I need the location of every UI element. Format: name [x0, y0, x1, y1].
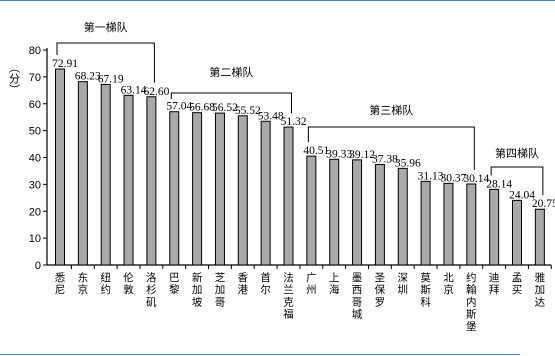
category-label: 巴黎 [169, 272, 180, 296]
bar [534, 208, 545, 266]
value-label: 40.51 [303, 145, 329, 157]
category-label: 新加坡 [192, 271, 203, 308]
value-label: 37.38 [372, 154, 398, 166]
y-tick-label: 30 [29, 179, 41, 191]
bar [283, 126, 294, 266]
value-label: 35.96 [395, 157, 421, 169]
category-label: 首尔 [260, 271, 271, 296]
bar [100, 83, 111, 266]
category-label: 纽约 [100, 271, 111, 296]
category-label: 雅加达 [535, 271, 546, 308]
value-label: 55.52 [235, 105, 261, 117]
category-label: 北京 [443, 272, 454, 296]
category-label: 上海 [329, 272, 340, 296]
bar [352, 159, 363, 266]
value-label: 67.19 [98, 73, 124, 85]
bar [466, 183, 477, 266]
category-label: 孟买 [512, 272, 523, 296]
category-label: 东京 [78, 271, 89, 296]
tier-bracket [56, 42, 155, 83]
tier-bracket [170, 92, 292, 114]
value-label: 57.04 [166, 101, 192, 113]
bar [443, 182, 454, 266]
category-label: 伦敦 [123, 271, 134, 296]
category-label: 法兰克福 [283, 271, 294, 321]
y-tick-label: 50 [29, 126, 41, 138]
value-label: 20.75 [532, 198, 555, 210]
category-label: 墨西哥城 [352, 272, 363, 321]
y-tick-label: 20 [29, 206, 41, 218]
tier-label: 第四梯队 [495, 146, 539, 160]
value-label: 24.04 [509, 189, 535, 201]
y-tick-label: 0 [35, 260, 41, 272]
category-label: 深圳 [398, 272, 409, 296]
bar [329, 158, 340, 266]
value-label: 62.60 [143, 86, 169, 98]
tier-label: 第三梯队 [369, 103, 413, 117]
tier-label: 第一梯队 [84, 20, 128, 34]
value-label: 39.33 [326, 148, 352, 160]
bar [306, 155, 317, 266]
tier-bracket [307, 126, 475, 170]
category-label: 香港 [238, 272, 249, 296]
tier-label: 第二梯队 [209, 65, 253, 79]
bar [397, 167, 408, 266]
y-tick-label: 10 [29, 233, 41, 245]
category-label: 迪拜 [489, 272, 500, 296]
y-tick-label: 60 [29, 99, 41, 111]
value-label: 39.12 [349, 149, 375, 161]
tier-bracket [490, 166, 544, 196]
bars [55, 68, 545, 266]
value-label: 53.48 [258, 110, 284, 122]
value-label: 28.14 [486, 178, 512, 190]
value-label: 56.68 [189, 102, 215, 114]
value-label: 30.37 [441, 172, 467, 184]
y-tick-label: 80 [29, 45, 41, 57]
y-tick-label: 40 [29, 153, 41, 165]
category-label: 芝加哥 [215, 271, 226, 308]
value-label: 56.52 [212, 102, 238, 114]
value-label: 63.14 [121, 84, 147, 96]
y-tick-label: 70 [29, 72, 41, 84]
category-label: 圣保罗 [375, 272, 386, 308]
value-label: 31.13 [418, 170, 444, 182]
value-label: 72.91 [52, 58, 78, 70]
y-axis-label: （分） [8, 62, 21, 95]
value-label: 68.23 [75, 71, 101, 83]
bar [214, 112, 225, 266]
bar [237, 115, 248, 266]
bar [192, 112, 203, 266]
bar [260, 120, 271, 266]
category-label: 广州 [306, 272, 317, 296]
bar [374, 164, 385, 266]
value-label: 30.14 [463, 173, 489, 185]
bar [489, 188, 500, 266]
bar [123, 94, 134, 266]
bar [146, 96, 157, 266]
bar [55, 68, 65, 266]
category-label: 悉尼 [55, 272, 66, 296]
bar [169, 111, 180, 266]
bar [420, 180, 431, 266]
category-label: 洛杉矶 [146, 271, 157, 308]
bar [512, 199, 522, 266]
category-label: 约翰内斯堡 [466, 271, 477, 333]
bar [77, 81, 88, 266]
value-label: 51.32 [281, 116, 307, 128]
category-label: 莫斯科 [420, 272, 431, 308]
